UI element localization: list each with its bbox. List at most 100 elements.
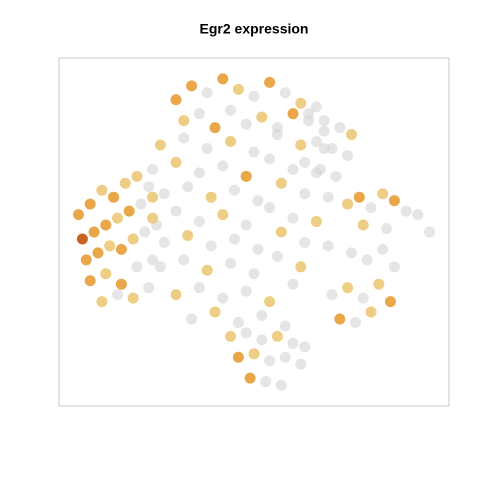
point bbox=[244, 372, 256, 384]
point bbox=[154, 139, 166, 151]
point bbox=[143, 282, 155, 294]
point bbox=[271, 250, 283, 262]
point bbox=[287, 163, 299, 175]
point bbox=[73, 209, 84, 221]
point bbox=[96, 184, 108, 196]
point bbox=[400, 205, 412, 217]
point bbox=[139, 226, 151, 238]
point bbox=[178, 132, 190, 144]
point bbox=[127, 233, 139, 245]
point bbox=[373, 278, 385, 290]
point bbox=[225, 104, 237, 116]
point bbox=[240, 170, 252, 182]
point bbox=[123, 205, 135, 217]
point bbox=[295, 261, 307, 273]
point bbox=[322, 240, 334, 252]
point bbox=[275, 177, 287, 189]
point bbox=[205, 191, 217, 203]
point bbox=[229, 233, 240, 245]
point bbox=[182, 181, 194, 193]
point bbox=[299, 341, 311, 353]
point bbox=[299, 188, 311, 200]
point bbox=[295, 139, 307, 151]
point bbox=[287, 108, 299, 120]
point bbox=[170, 156, 182, 168]
chart-title: Egr2 expression bbox=[200, 21, 309, 37]
points bbox=[73, 73, 435, 391]
point bbox=[264, 296, 276, 308]
point bbox=[303, 108, 315, 120]
point bbox=[96, 296, 108, 308]
point bbox=[248, 146, 260, 158]
point bbox=[170, 205, 182, 217]
point bbox=[310, 216, 322, 228]
point bbox=[279, 351, 291, 363]
point bbox=[147, 163, 159, 175]
point bbox=[217, 73, 229, 85]
point bbox=[131, 170, 143, 182]
point bbox=[76, 233, 88, 245]
point bbox=[225, 330, 237, 342]
point bbox=[287, 278, 299, 290]
point bbox=[112, 212, 123, 224]
point bbox=[357, 219, 369, 231]
point bbox=[108, 191, 120, 203]
point bbox=[240, 219, 252, 231]
point bbox=[318, 115, 330, 127]
point bbox=[342, 282, 354, 294]
point bbox=[264, 76, 276, 88]
point bbox=[229, 184, 240, 196]
point bbox=[299, 156, 311, 168]
point bbox=[147, 212, 159, 224]
point bbox=[342, 149, 354, 161]
point bbox=[314, 163, 326, 175]
point bbox=[205, 240, 217, 252]
point bbox=[201, 142, 213, 154]
point bbox=[80, 254, 92, 266]
point bbox=[119, 177, 131, 189]
point bbox=[240, 285, 252, 297]
point bbox=[100, 268, 112, 280]
point bbox=[334, 313, 346, 325]
point bbox=[186, 313, 198, 325]
point bbox=[158, 236, 170, 248]
point bbox=[275, 379, 287, 391]
point bbox=[248, 90, 260, 102]
point bbox=[330, 170, 342, 182]
point bbox=[170, 289, 182, 301]
point bbox=[143, 181, 155, 193]
point bbox=[112, 289, 123, 301]
point bbox=[295, 358, 307, 370]
point bbox=[424, 226, 435, 238]
point bbox=[193, 216, 205, 228]
point bbox=[178, 115, 190, 127]
point bbox=[127, 292, 139, 304]
point bbox=[115, 278, 127, 290]
point bbox=[88, 226, 100, 238]
point bbox=[248, 268, 260, 280]
point bbox=[346, 129, 357, 141]
point bbox=[342, 198, 354, 210]
point bbox=[256, 111, 268, 123]
plot-frame bbox=[58, 57, 450, 407]
point bbox=[279, 320, 291, 332]
point bbox=[100, 219, 112, 231]
point bbox=[388, 195, 400, 207]
point bbox=[310, 101, 322, 113]
point bbox=[346, 247, 357, 259]
point bbox=[252, 243, 264, 255]
point bbox=[361, 254, 373, 266]
point bbox=[232, 316, 244, 328]
point bbox=[365, 202, 377, 214]
point bbox=[158, 188, 170, 200]
point bbox=[225, 136, 237, 148]
point bbox=[275, 226, 287, 238]
point bbox=[287, 337, 299, 349]
point bbox=[353, 191, 365, 203]
point bbox=[135, 198, 147, 210]
point bbox=[318, 125, 330, 137]
point bbox=[186, 80, 198, 92]
